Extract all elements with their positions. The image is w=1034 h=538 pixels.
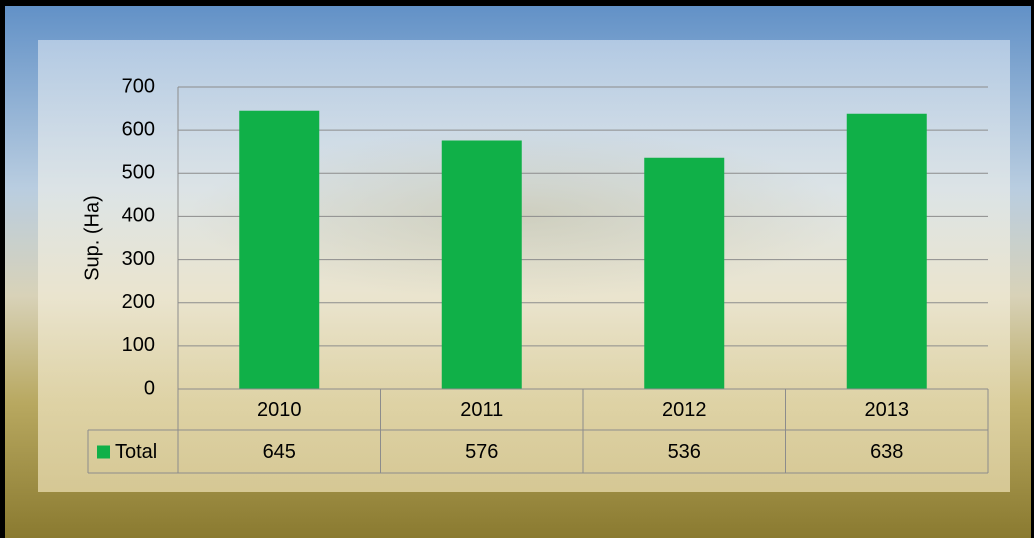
x-tick-label: 2012	[662, 399, 707, 421]
legend-swatch	[97, 445, 110, 459]
table-value: 536	[668, 441, 701, 463]
y-tick-label: 600	[122, 118, 155, 140]
table-value: 638	[870, 441, 903, 463]
bar	[846, 113, 927, 390]
x-tick-label: 2013	[865, 399, 910, 421]
table-value: 645	[263, 441, 296, 463]
y-tick-label: 100	[122, 334, 155, 356]
frame	[0, 0, 1034, 6]
bar	[441, 140, 522, 389]
bar	[644, 157, 725, 389]
x-tick-label: 2011	[460, 399, 503, 421]
legend-label: Total	[115, 441, 157, 463]
table-value: 576	[465, 441, 498, 463]
y-axis-title: Sup. (Ha)	[81, 195, 103, 281]
frame	[0, 0, 5, 538]
y-tick-label: 500	[122, 162, 155, 184]
x-tick-label: 2010	[257, 399, 302, 421]
bar	[239, 110, 320, 389]
y-tick-label: 300	[122, 248, 155, 270]
frame	[1031, 0, 1034, 538]
y-tick-label: 400	[122, 205, 155, 227]
y-tick-label: 200	[122, 291, 155, 313]
y-tick-label: 700	[122, 75, 155, 97]
y-tick-label: 0	[144, 377, 155, 399]
